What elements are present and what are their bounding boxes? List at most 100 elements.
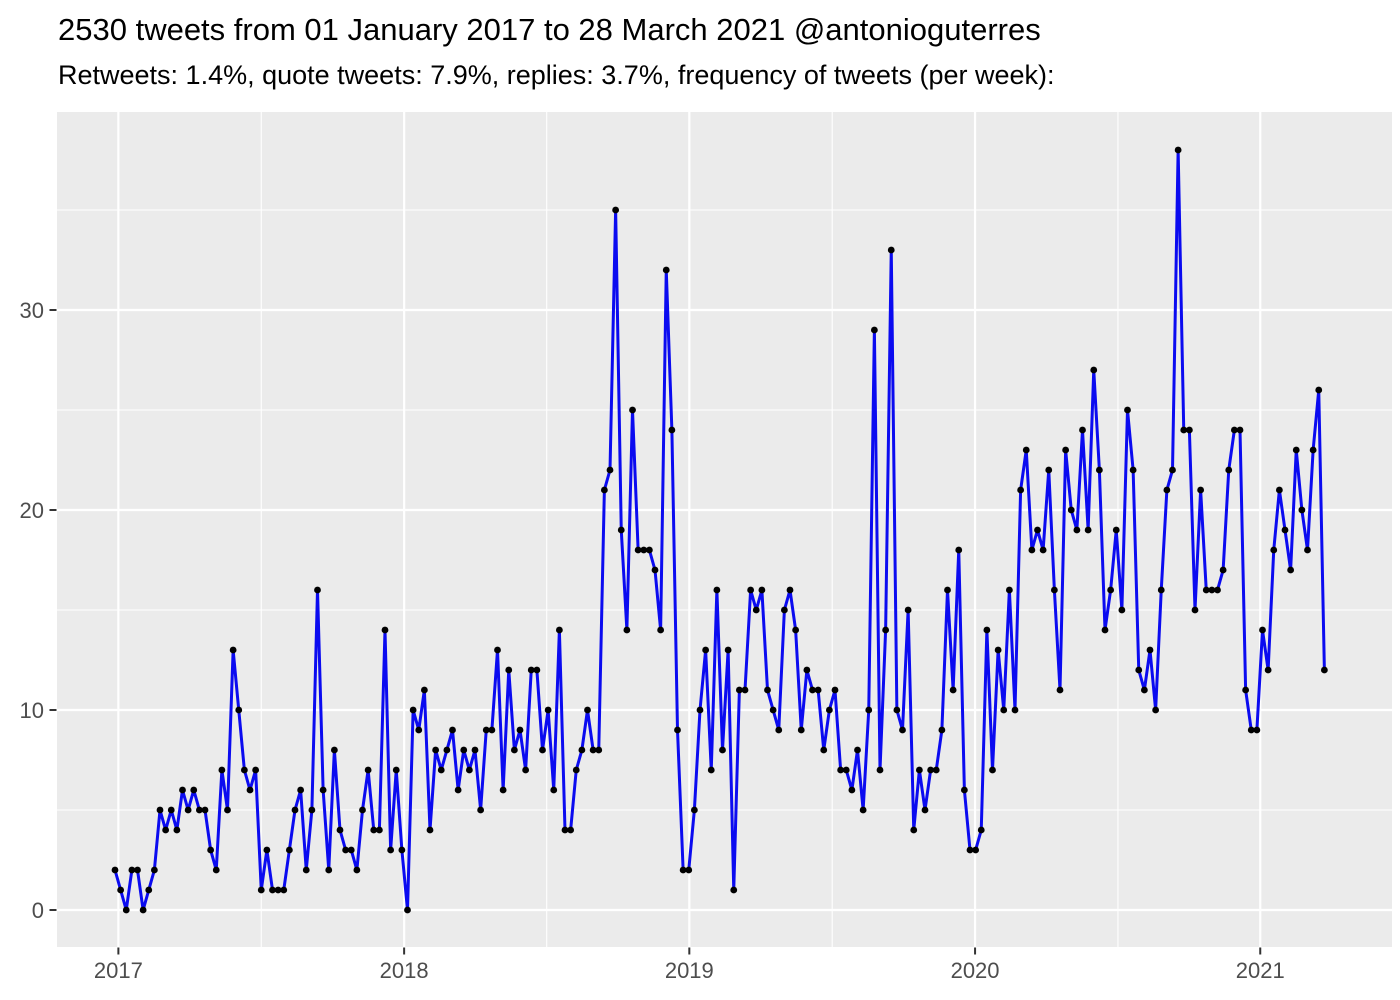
data-point xyxy=(1112,526,1120,534)
data-point xyxy=(432,746,440,754)
chart-subtitle: Retweets: 1.4%, quote tweets: 7.9%, repl… xyxy=(58,60,1055,90)
data-point xyxy=(1281,526,1289,534)
data-point xyxy=(561,826,569,834)
data-point xyxy=(1315,386,1323,394)
data-point xyxy=(302,866,310,874)
data-point xyxy=(280,886,288,894)
data-point xyxy=(1090,366,1098,374)
data-point xyxy=(1230,426,1238,434)
data-point xyxy=(921,806,929,814)
data-point xyxy=(735,686,743,694)
data-point xyxy=(674,726,681,734)
data-point xyxy=(325,866,333,874)
data-point xyxy=(645,546,653,554)
data-point xyxy=(1034,526,1041,534)
data-point xyxy=(797,726,805,734)
x-axis-tick-label: 2017 xyxy=(94,958,143,983)
data-point xyxy=(207,846,215,854)
data-point xyxy=(623,626,631,634)
x-axis-tick-label: 2018 xyxy=(380,958,429,983)
data-point xyxy=(938,726,946,734)
data-point xyxy=(1146,646,1154,654)
data-point xyxy=(960,786,968,794)
data-point xyxy=(651,566,659,574)
data-point xyxy=(319,786,327,794)
data-point xyxy=(111,866,119,874)
data-point xyxy=(584,706,591,714)
data-point xyxy=(156,806,164,814)
data-point xyxy=(741,686,749,694)
data-point xyxy=(336,826,344,834)
data-point xyxy=(499,786,507,794)
data-point xyxy=(1185,426,1193,434)
data-point xyxy=(1242,686,1250,694)
data-point xyxy=(494,646,501,654)
data-point xyxy=(876,766,884,774)
data-point xyxy=(364,766,372,774)
data-point xyxy=(612,206,620,214)
data-point xyxy=(1005,586,1013,594)
data-point xyxy=(668,426,676,434)
data-point xyxy=(555,626,563,634)
data-point xyxy=(426,826,434,834)
data-point xyxy=(747,586,755,594)
data-point xyxy=(263,846,271,854)
data-point xyxy=(1152,706,1160,714)
x-axis-tick-label: 2020 xyxy=(951,958,1000,983)
data-point xyxy=(134,866,141,874)
data-point xyxy=(780,606,788,614)
data-point xyxy=(910,826,918,834)
data-point xyxy=(764,686,771,694)
data-point xyxy=(235,706,243,714)
data-point xyxy=(314,586,321,594)
data-point xyxy=(201,806,209,814)
data-point xyxy=(1309,446,1317,454)
y-axis-tick-label: 30 xyxy=(20,298,44,323)
data-point xyxy=(1236,426,1244,434)
data-point xyxy=(831,686,839,694)
data-point xyxy=(1253,726,1261,734)
data-point xyxy=(167,806,175,814)
data-point xyxy=(617,526,625,534)
data-point xyxy=(803,666,811,674)
data-point xyxy=(404,906,411,914)
data-point xyxy=(381,626,389,634)
data-point xyxy=(252,766,260,774)
data-point xyxy=(392,766,400,774)
data-point xyxy=(1011,706,1019,714)
data-point xyxy=(904,606,912,614)
x-axis-tick-label: 2019 xyxy=(665,958,714,983)
data-point xyxy=(117,886,125,894)
data-point xyxy=(775,726,783,734)
data-point xyxy=(1180,426,1188,434)
data-point xyxy=(1169,466,1176,474)
data-point xyxy=(1062,446,1070,454)
data-point xyxy=(1287,566,1295,574)
data-point xyxy=(837,766,845,774)
data-point xyxy=(595,746,603,754)
data-point xyxy=(657,626,665,634)
data-point xyxy=(269,886,276,894)
data-point xyxy=(297,786,305,794)
data-point xyxy=(454,786,462,794)
data-point xyxy=(240,766,248,774)
data-point xyxy=(539,746,546,754)
data-point xyxy=(1270,546,1278,554)
data-point xyxy=(932,766,940,774)
data-point xyxy=(544,706,552,714)
tweet-frequency-line xyxy=(113,148,1326,912)
data-point xyxy=(527,666,535,674)
data-point xyxy=(634,546,642,554)
data-point xyxy=(533,666,541,674)
data-point xyxy=(848,786,856,794)
data-point xyxy=(854,746,861,754)
data-point xyxy=(1000,706,1008,714)
data-point xyxy=(1292,446,1300,454)
data-point xyxy=(1320,666,1328,674)
data-point xyxy=(398,846,406,854)
data-point xyxy=(510,746,518,754)
data-point xyxy=(972,846,980,854)
data-point xyxy=(415,726,423,734)
data-point xyxy=(1304,546,1311,554)
